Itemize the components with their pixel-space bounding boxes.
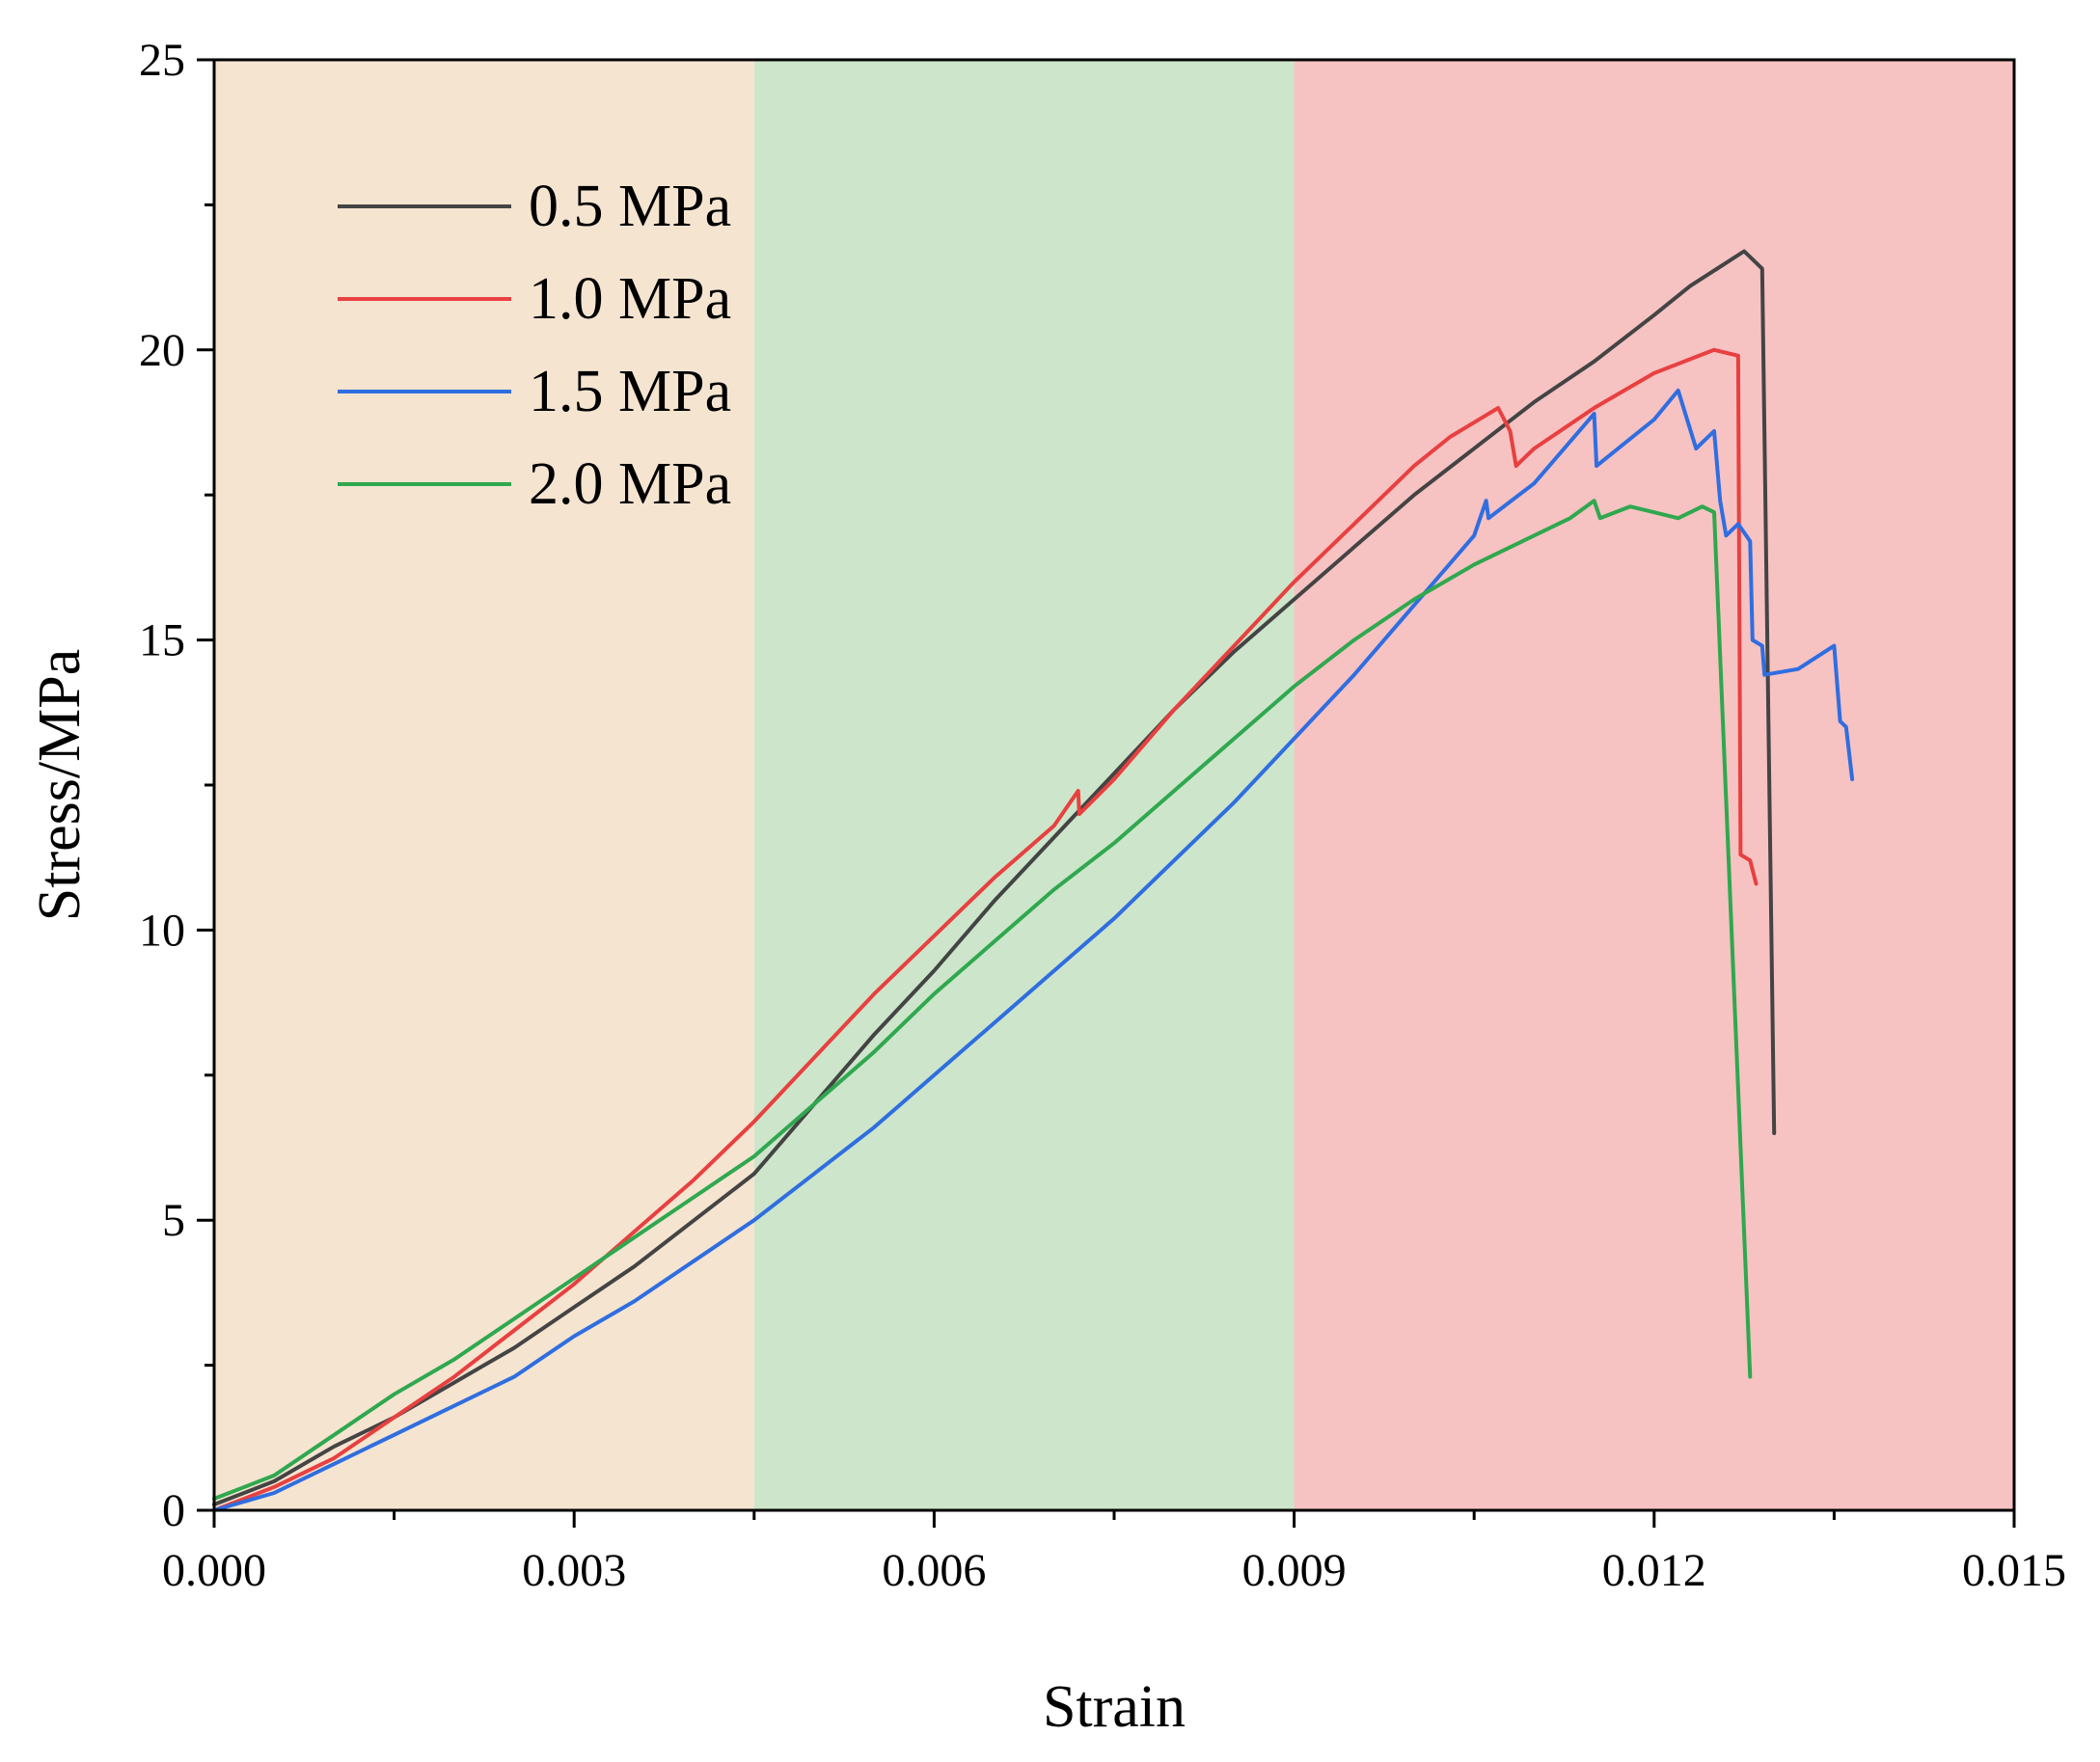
legend-label-0-5-mpa: 0.5 MPa (529, 174, 731, 239)
legend-label-1-5-mpa: 1.5 MPa (529, 359, 731, 424)
y-tick-label: 0 (162, 1485, 185, 1536)
series-line-1-5-mpa (212, 388, 1855, 1512)
x-tick-label: 0.003 (522, 1545, 626, 1596)
region-band-3 (1294, 60, 2014, 1510)
data-series (212, 249, 1855, 1512)
x-tick-label: 0.015 (1962, 1545, 2066, 1596)
y-axis-title: Stress/MPa (27, 649, 93, 921)
x-axis-ticks: 0.000 0.003 0.006 0.009 0.012 0.015 (162, 1510, 2066, 1596)
background-regions (214, 60, 2014, 1510)
x-tick-label: 0.012 (1602, 1545, 1706, 1596)
region-band-2 (753, 60, 1295, 1510)
x-tick-label: 0.009 (1242, 1545, 1347, 1596)
series-line-0-5-mpa (212, 249, 1777, 1506)
legend-label-1-0-mpa: 1.0 MPa (529, 266, 731, 332)
legend-label-2-0-mpa: 2.0 MPa (529, 451, 731, 517)
y-tick-label: 5 (162, 1195, 185, 1246)
y-tick-label: 15 (139, 615, 185, 666)
series-line-2-0-mpa (212, 499, 1753, 1501)
x-axis-title: Strain (1043, 1674, 1186, 1740)
y-tick-label: 20 (139, 325, 185, 376)
series-line-1-0-mpa (212, 347, 1759, 1512)
x-tick-label: 0.006 (882, 1545, 986, 1596)
x-tick-label: 0.000 (162, 1545, 266, 1596)
legend: 0.5 MPa 1.0 MPa 1.5 MPa 2.0 MPa (338, 174, 731, 517)
y-axis-ticks: 0 5 10 15 20 25 (139, 35, 214, 1536)
region-band-1 (214, 60, 754, 1510)
y-tick-label: 25 (139, 35, 185, 86)
y-tick-label: 10 (139, 905, 185, 956)
